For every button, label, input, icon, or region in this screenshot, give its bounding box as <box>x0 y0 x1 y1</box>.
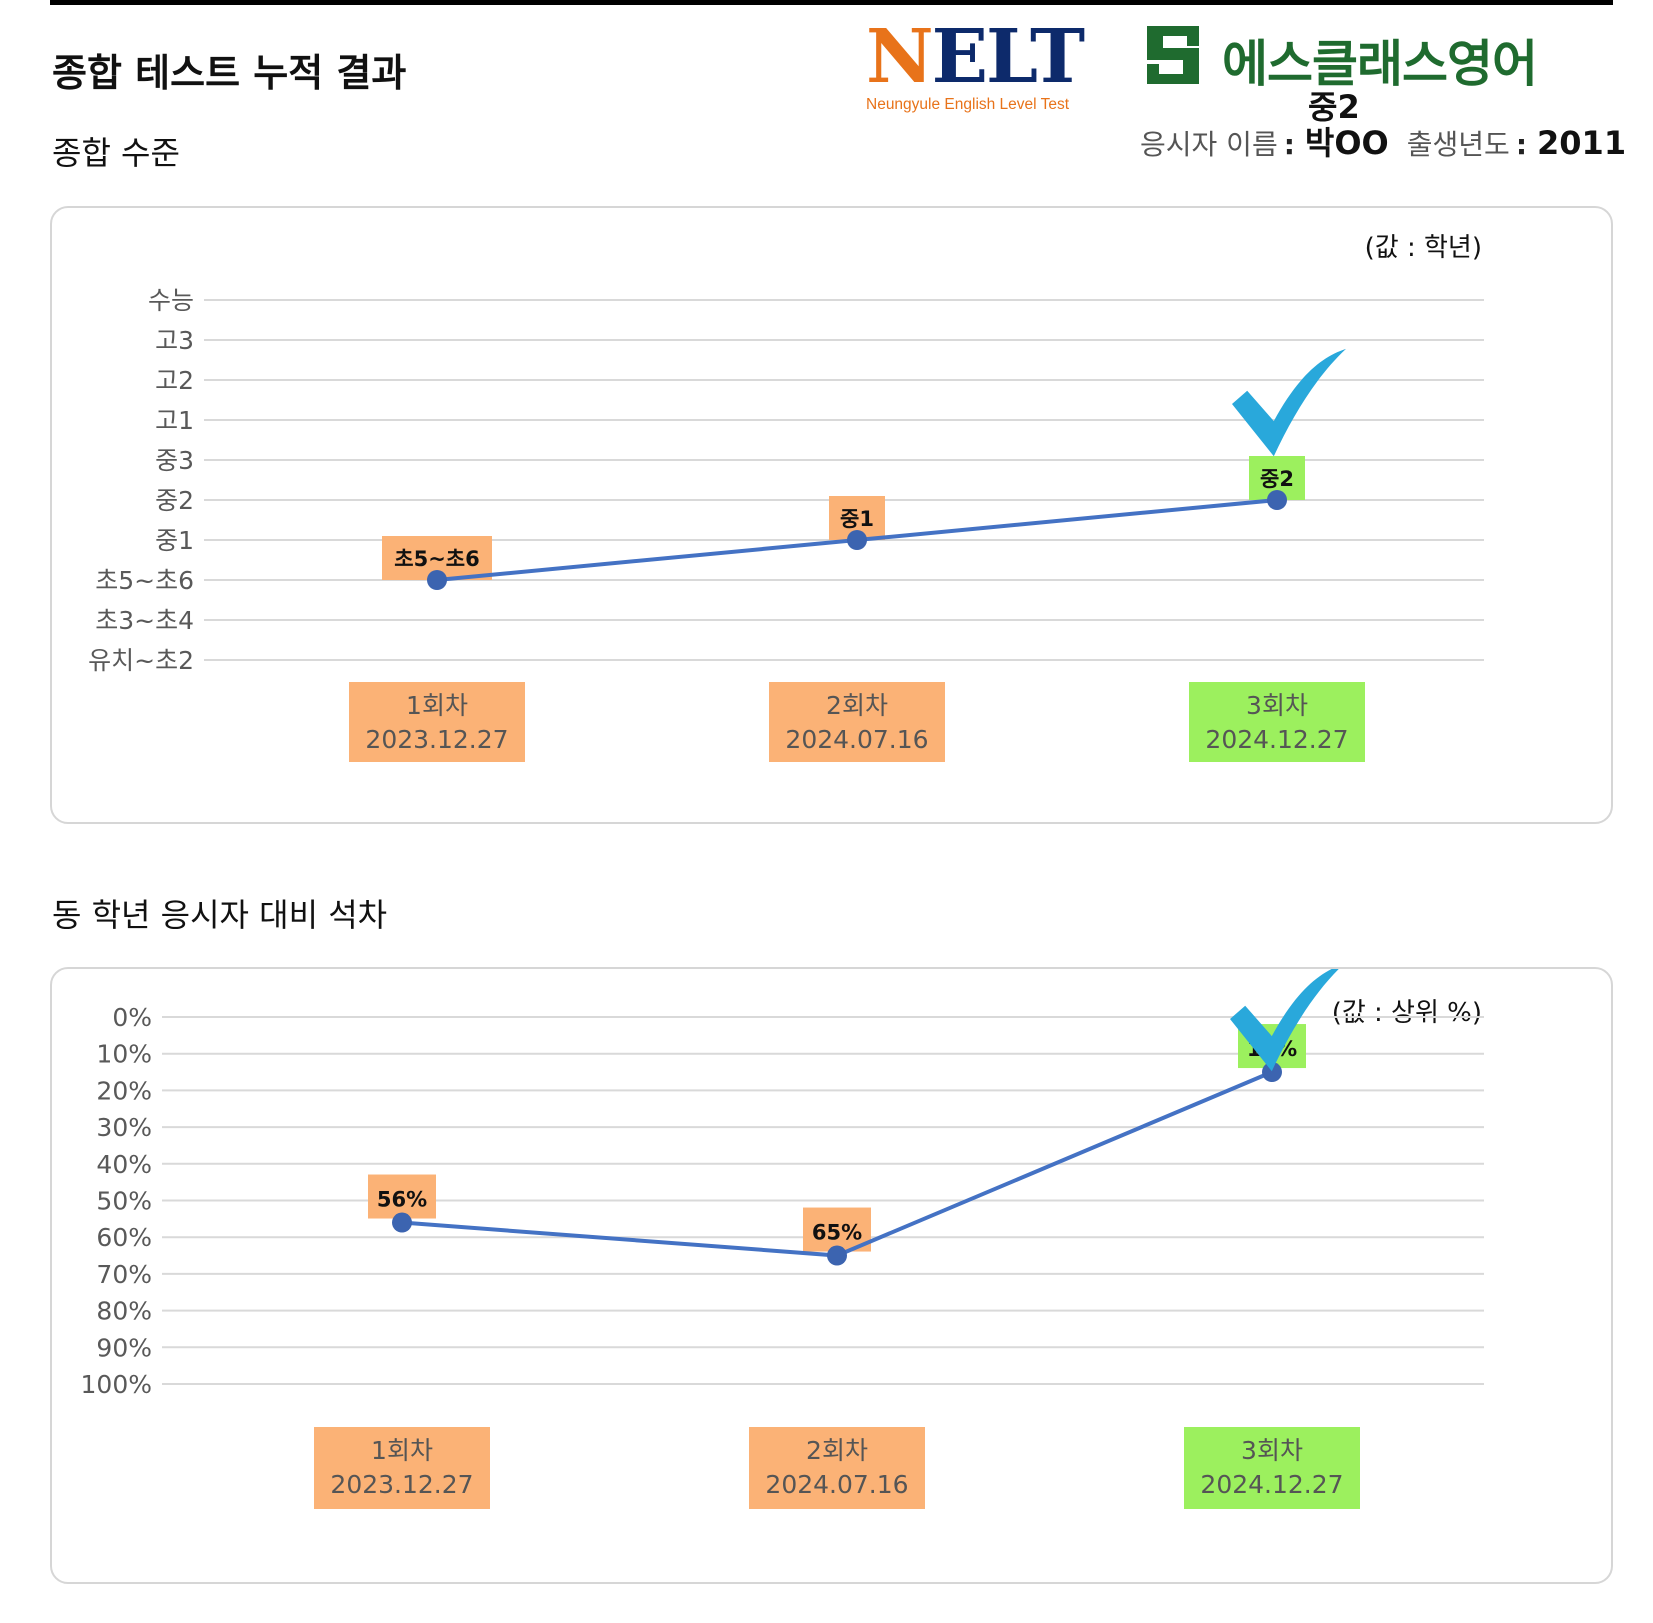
rank-unit-note: (값 : 상위 %) <box>1332 998 1482 1028</box>
level-checkmark-icon <box>1232 348 1346 457</box>
level-y-tick-label: 고1 <box>155 406 194 435</box>
rank-session-date: 2024.07.16 <box>765 1470 908 1499</box>
level-y-tick-label: 초5~초6 <box>95 566 194 595</box>
level-section-title: 종합 수준 <box>52 134 180 172</box>
rank-session-label: 1회차 <box>371 1436 433 1465</box>
student-grade: 중2 <box>1308 88 1360 126</box>
birth-label: 출생년도 <box>1406 128 1510 161</box>
student-info-row: 응시자 이름 : 박OO 출생년도 : 2011 <box>1140 118 1626 164</box>
level-session-box <box>349 682 525 762</box>
rank-point <box>1262 1062 1282 1083</box>
rank-session-box <box>749 1427 925 1509</box>
rank-session-date: 2024.12.27 <box>1200 1470 1343 1499</box>
rank-y-tick-label: 100% <box>81 1370 152 1399</box>
sclass-logo-name: 에스클래스영어 <box>1222 35 1538 93</box>
level-data-label: 초5~초6 <box>394 547 479 571</box>
rank-data-label: 56% <box>377 1188 427 1212</box>
rank-y-tick-label: 60% <box>96 1223 152 1252</box>
rank-point <box>392 1212 412 1233</box>
level-unit-note: (값 : 학년) <box>1365 233 1482 263</box>
level-session-label: 2회차 <box>826 691 888 720</box>
birth-value: 2011 <box>1537 124 1627 162</box>
name-colon: : <box>1283 128 1295 161</box>
level-y-tick-label: 유치~초2 <box>88 646 194 675</box>
level-session-date: 2024.07.16 <box>785 725 928 754</box>
rank-session-label: 3회차 <box>1241 1436 1303 1465</box>
level-y-tick-label: 고3 <box>155 326 194 355</box>
nelt-logo-wordmark: NELT <box>866 14 1085 100</box>
nelt-logo-tagline: Neungyule English Level Test <box>866 96 1070 113</box>
name-label: 응시자 이름 <box>1140 128 1278 161</box>
rank-session-label: 2회차 <box>806 1436 868 1465</box>
birth-colon: : <box>1515 128 1528 161</box>
rank-session-box <box>314 1427 490 1509</box>
rank-y-tick-label: 30% <box>96 1113 152 1142</box>
rank-point <box>827 1245 847 1266</box>
rank-data-label: 65% <box>812 1221 862 1245</box>
sclass-logo-icon <box>1147 26 1199 84</box>
level-session-label: 1회차 <box>406 691 468 720</box>
rank-session-date: 2023.12.27 <box>330 1470 473 1499</box>
level-session-date: 2024.12.27 <box>1205 725 1348 754</box>
rank-y-tick-label: 80% <box>96 1297 152 1326</box>
rank-y-tick-label: 10% <box>96 1040 152 1069</box>
rank-chart: (값 : 상위 %) 0% 10% 20% 30% 40% 50% 60% 70% 80% 90% 1… <box>81 963 1484 1509</box>
level-y-tick-label: 초3~초4 <box>95 606 194 635</box>
rank-y-tick-label: 70% <box>96 1260 152 1289</box>
rank-checkmark-icon <box>1230 963 1344 1072</box>
level-chart: (값 : 학년) 유치~초2 초3~초4 초5~초6 중1 중2 중3 고1 고2 고3 수능초5~… <box>88 233 1484 762</box>
rank-y-tick-label: 40% <box>96 1150 152 1179</box>
level-data-label: 중1 <box>840 507 874 531</box>
rank-y-tick-label: 90% <box>96 1333 152 1362</box>
page-title: 종합 테스트 누적 결과 <box>52 51 407 95</box>
level-y-tick-label: 중1 <box>155 526 194 555</box>
level-data-label: 중2 <box>1260 467 1294 491</box>
rank-y-tick-label: 50% <box>96 1187 152 1216</box>
level-point <box>847 530 867 550</box>
level-session-date: 2023.12.27 <box>365 725 508 754</box>
rank-session-box <box>1184 1427 1360 1509</box>
rank-chart-panel: (값 : 상위 %) 0% 10% 20% 30% 40% 50% 60% 70% 80% 90% 1… <box>50 963 1613 1584</box>
level-y-tick-label: 수능 <box>148 286 194 315</box>
level-session-label: 3회차 <box>1246 691 1308 720</box>
rank-data-label-box <box>368 1174 436 1219</box>
level-point <box>427 570 447 590</box>
name-value: 박OO <box>1304 124 1389 162</box>
top-rule <box>50 0 1613 5</box>
level-y-tick-label: 중2 <box>155 486 194 515</box>
rank-y-tick-label: 0% <box>112 1003 152 1032</box>
level-session-box <box>1189 682 1365 762</box>
level-y-tick-label: 중3 <box>155 446 194 475</box>
rank-y-tick-label: 20% <box>96 1076 152 1105</box>
rank-section-title: 동 학년 응시자 대비 석차 <box>52 896 388 934</box>
level-session-box <box>769 682 945 762</box>
level-y-tick-label: 고2 <box>155 366 194 395</box>
level-point <box>1267 490 1287 510</box>
nelt-logo: NELT Neungyule English Level Test <box>866 20 1098 115</box>
